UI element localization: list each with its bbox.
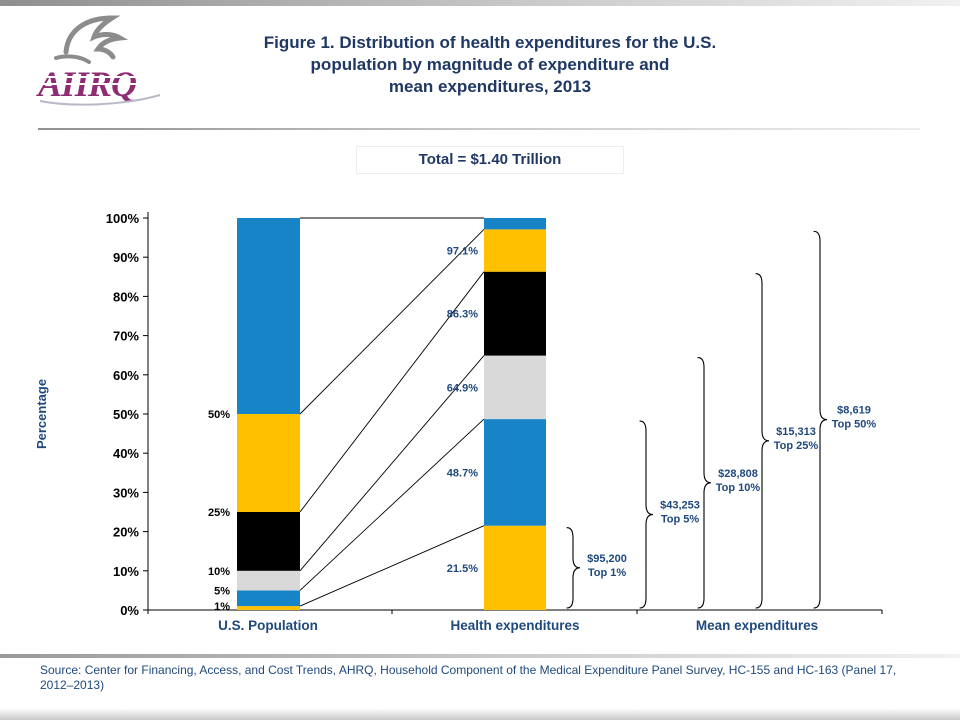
connector-line [299, 525, 485, 607]
us-population-bar-segment [237, 606, 300, 610]
connector-line [299, 418, 485, 591]
logo-swoosh [39, 94, 161, 106]
top-gradient-strip [0, 0, 960, 6]
mean-expenditure-value: $15,313 [776, 426, 816, 438]
mean-expenditure-group: Top 1% [588, 567, 627, 579]
connector-line [299, 229, 485, 415]
population-share-label: 50% [208, 409, 230, 421]
mean-expenditure-brace [639, 420, 654, 609]
expenditure-share-label: 21.5% [447, 563, 478, 575]
expenditure-bar-segment [484, 419, 546, 526]
connector-line [299, 271, 485, 513]
y-tick-label: 20% [113, 525, 139, 540]
ahrq-wordmark: AHRQ [36, 64, 161, 106]
expenditure-bar-segment [484, 525, 546, 610]
category-label: Health expenditures [450, 618, 579, 633]
header-divider [38, 128, 920, 130]
category-label: Mean expenditures [696, 618, 818, 633]
y-tick-label: 70% [113, 329, 139, 344]
us-population-bar-segment [237, 590, 300, 607]
y-tick-label: 80% [113, 289, 139, 304]
expenditure-share-label: 97.1% [447, 246, 478, 258]
figure-title-line-2: population by magnitude of expenditure a… [310, 55, 670, 74]
y-axis-title: Percentage [34, 379, 49, 449]
expenditure-share-label: 86.3% [447, 309, 478, 321]
mean-expenditure-value: $43,253 [660, 500, 700, 512]
mean-expenditure-value: $28,808 [718, 468, 758, 480]
mean-expenditure-group: Top 10% [716, 482, 761, 494]
expenditure-bar-segment [484, 218, 546, 230]
expenditure-share-label: 48.7% [447, 467, 478, 479]
mean-expenditure-value: $8,619 [837, 405, 871, 417]
us-population-bar-segment [237, 218, 300, 414]
us-population-bar-segment [237, 570, 300, 591]
y-tick-label: 30% [113, 485, 139, 500]
figure-title-line-3: mean expenditures, 2013 [388, 77, 592, 96]
y-tick-label: 90% [113, 250, 139, 265]
category-label: U.S. Population [218, 618, 318, 633]
mean-expenditure-group: Top 5% [661, 514, 700, 526]
population-share-label: 25% [208, 507, 230, 519]
y-tick-label: 40% [113, 446, 139, 461]
mean-expenditure-group: Top 25% [774, 440, 819, 452]
population-share-label: 1% [214, 601, 230, 613]
expenditure-bar-segment [484, 355, 546, 420]
figure-title: Figure 1. Distribution of health expendi… [210, 32, 770, 98]
footer-divider-strip [0, 654, 960, 658]
y-tick-label: 60% [113, 368, 139, 383]
us-population-bar-segment [237, 414, 300, 512]
source-text: Source: Center for Financing, Access, an… [40, 663, 897, 692]
mean-expenditure-brace [813, 230, 828, 609]
population-share-label: 10% [208, 566, 230, 578]
total-expenditure-label: Total = $1.40 Trillion [356, 146, 624, 174]
figure-title-line-1: Figure 1. Distribution of health expendi… [263, 33, 717, 52]
y-tick-label: 10% [113, 564, 139, 579]
mean-expenditure-group: Top 50% [832, 419, 877, 431]
expenditure-bar-segment [484, 271, 546, 356]
expenditure-share-label: 64.9% [447, 382, 478, 394]
y-tick-label: 50% [113, 407, 139, 422]
y-tick-label: 100% [106, 211, 140, 226]
agency-logos: AHRQ [36, 15, 161, 106]
mean-expenditure-value: $95,200 [587, 553, 627, 565]
population-share-label: 5% [214, 585, 230, 597]
hhs-eagle-icon [54, 15, 129, 64]
mean-expenditure-brace [755, 273, 770, 609]
expenditure-bar-segment [484, 229, 546, 272]
mean-expenditure-brace [566, 527, 581, 609]
y-tick-label: 0% [120, 603, 139, 618]
mean-expenditure-brace [697, 357, 712, 609]
bottom-gradient-strip [0, 708, 960, 720]
us-population-bar-segment [237, 512, 300, 571]
connector-line [299, 355, 485, 572]
